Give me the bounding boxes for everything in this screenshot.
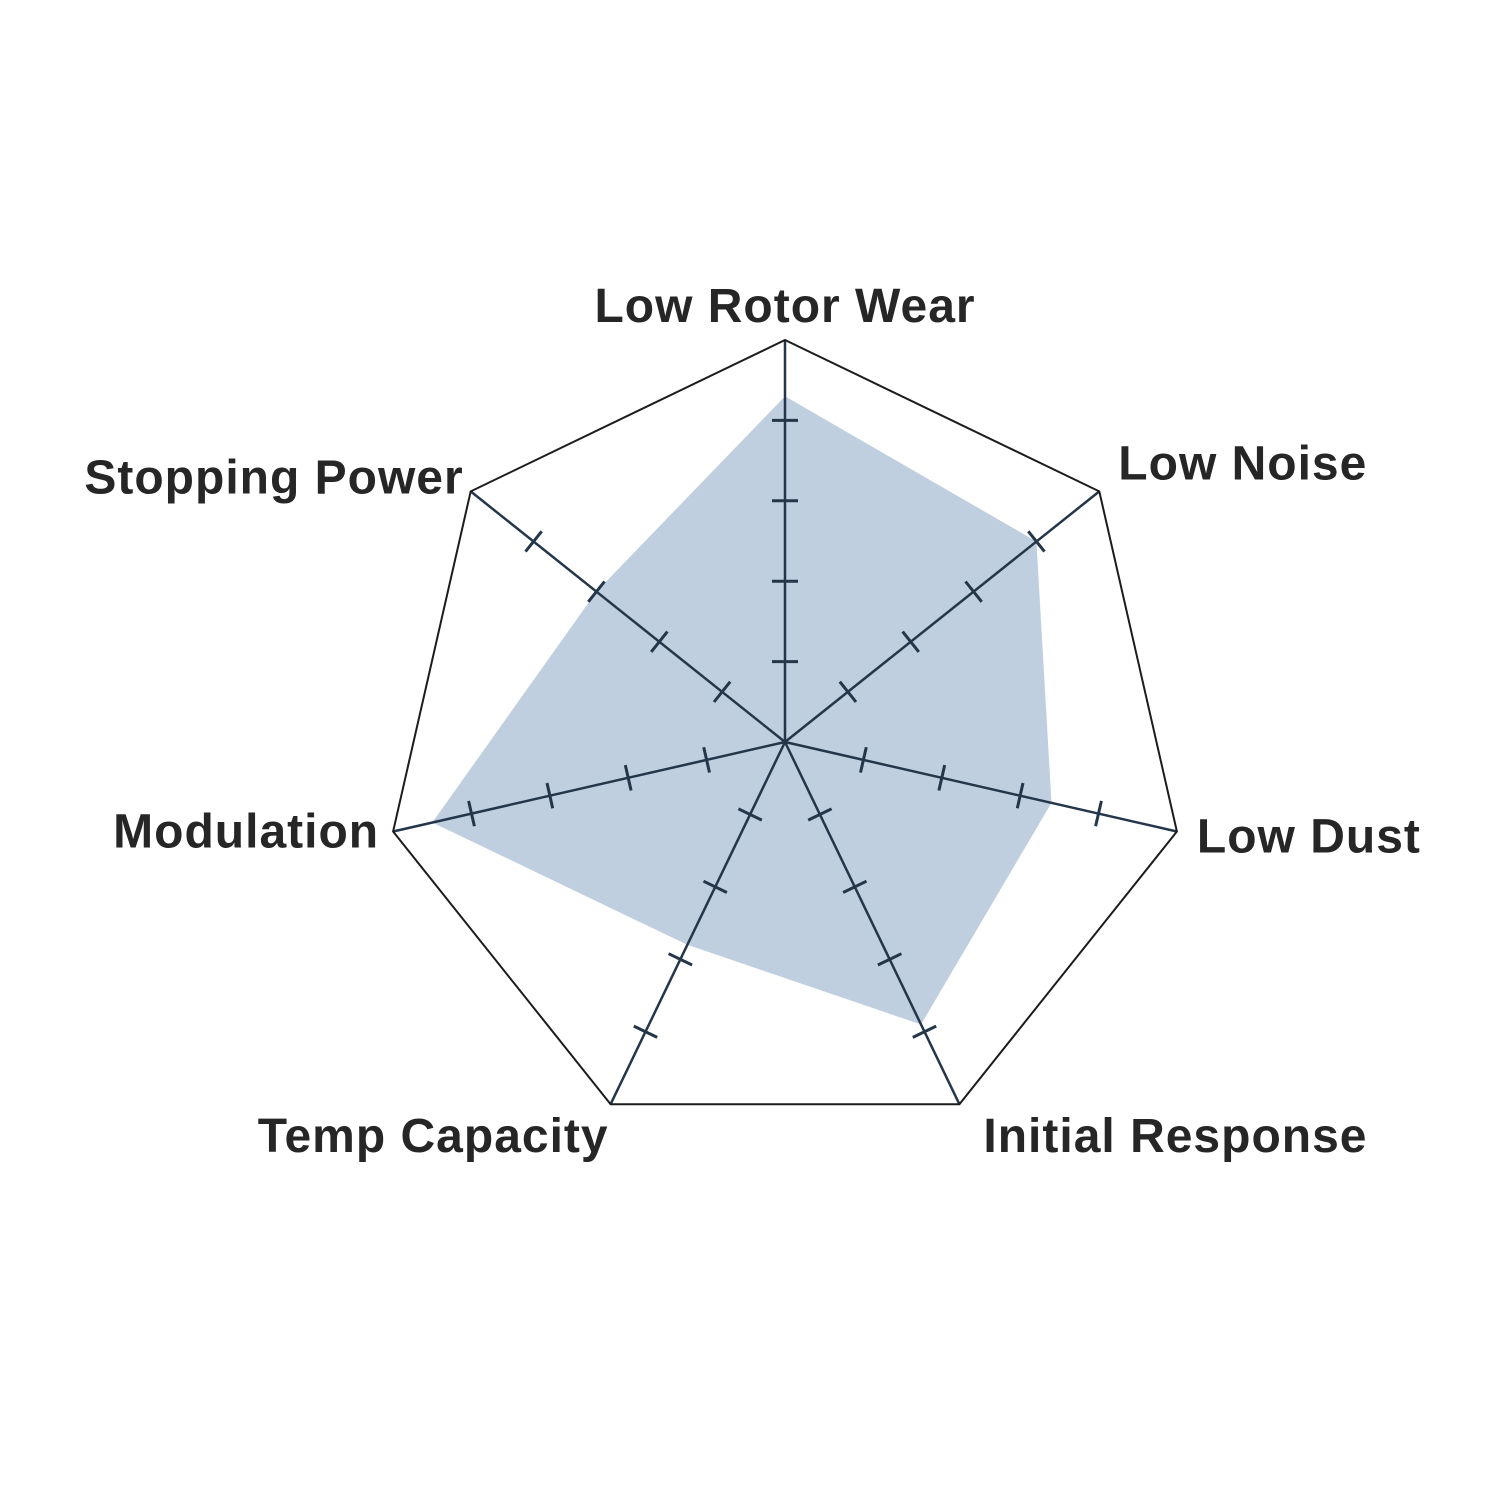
- axis-tick-low-noise-3: [964, 580, 983, 603]
- outer-ring: [392, 338, 1178, 1106]
- axis-spoke-low-dust: [784, 740, 1178, 833]
- axis-label-stopping-power: Stopping Power: [84, 451, 463, 504]
- axis-tick-low-noise-1: [838, 680, 858, 703]
- axis-tick-modulation-4: [467, 800, 476, 827]
- axis-label-low-noise: Low Noise: [1118, 437, 1367, 490]
- axis-tick-low-dust-4: [1094, 800, 1103, 827]
- axis-tick-stopping-power-3: [587, 580, 606, 603]
- axis-tick-initial-response-4: [912, 1024, 937, 1039]
- axis-tick-initial-response-2: [842, 879, 868, 894]
- axis-tick-initial-response-1: [807, 807, 833, 822]
- axis-label-initial-response: Initial Response: [983, 1110, 1367, 1163]
- axis-tick-low-noise-2: [901, 630, 920, 653]
- axis-tick-temp-capacity-2: [702, 879, 728, 894]
- axis-spoke-modulation: [392, 740, 786, 833]
- axis-label-low-rotor-wear: Low Rotor Wear: [594, 280, 975, 333]
- axis-tick-temp-capacity-1: [737, 807, 763, 822]
- axis-spoke-stopping-power: [469, 490, 786, 743]
- axis-tick-low-dust-2: [937, 764, 947, 791]
- axis-spoke-low-noise: [784, 490, 1101, 743]
- data-polygon: [432, 396, 1052, 1025]
- axis-tick-low-dust-3: [1015, 782, 1025, 809]
- axis-tick-stopping-power-2: [650, 630, 669, 653]
- axis-tick-temp-capacity-4: [633, 1024, 658, 1039]
- axis-tick-low-dust-1: [859, 746, 868, 773]
- axis-tick-modulation-1: [702, 746, 711, 773]
- axis-spoke-initial-response: [783, 741, 961, 1105]
- axis-label-modulation: Modulation: [113, 806, 379, 859]
- axis-tick-modulation-3: [545, 782, 555, 809]
- axis-tick-stopping-power-1: [712, 680, 732, 703]
- axis-spoke-temp-capacity: [609, 741, 787, 1105]
- axis-label-temp-capacity: Temp Capacity: [258, 1110, 609, 1163]
- axis-tick-modulation-2: [623, 764, 633, 791]
- axis-tick-initial-response-3: [877, 952, 903, 967]
- axis-tick-temp-capacity-3: [667, 952, 693, 967]
- axis-tick-stopping-power-4: [524, 530, 543, 553]
- axis-label-low-dust: Low Dust: [1197, 811, 1421, 864]
- axis-tick-low-noise-4: [1027, 530, 1046, 553]
